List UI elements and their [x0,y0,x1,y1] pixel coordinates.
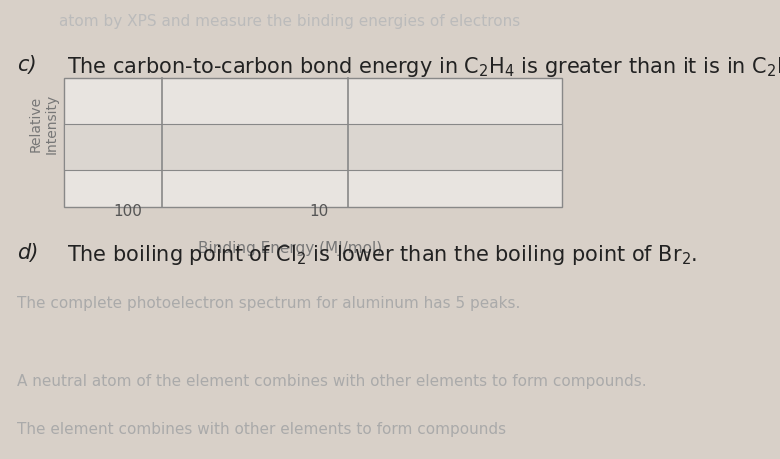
Text: The complete photoelectron spectrum for aluminum has 5 peaks.: The complete photoelectron spectrum for … [17,296,521,311]
Text: c): c) [17,55,37,75]
Text: 100: 100 [113,204,142,219]
FancyBboxPatch shape [64,124,562,170]
FancyBboxPatch shape [64,78,562,207]
Text: The element combines with other elements to form compounds: The element combines with other elements… [17,422,506,437]
Text: atom by XPS and measure the binding energies of electrons: atom by XPS and measure the binding ener… [59,14,520,29]
Text: Binding Energy (MJ/mol): Binding Energy (MJ/mol) [197,241,381,256]
Text: A neutral atom of the element combines with other elements to form compounds.: A neutral atom of the element combines w… [17,374,647,389]
Text: 10: 10 [309,204,328,219]
Text: Relative
Intensity: Relative Intensity [28,94,58,154]
Text: d): d) [17,243,39,263]
Text: The boiling point of Cl$_2$ is lower than the boiling point of Br$_2$.: The boiling point of Cl$_2$ is lower tha… [66,243,697,267]
Text: The carbon-to-carbon bond energy in C$_2$H$_4$ is greater than it is in C$_2$H$_: The carbon-to-carbon bond energy in C$_2… [66,55,780,79]
